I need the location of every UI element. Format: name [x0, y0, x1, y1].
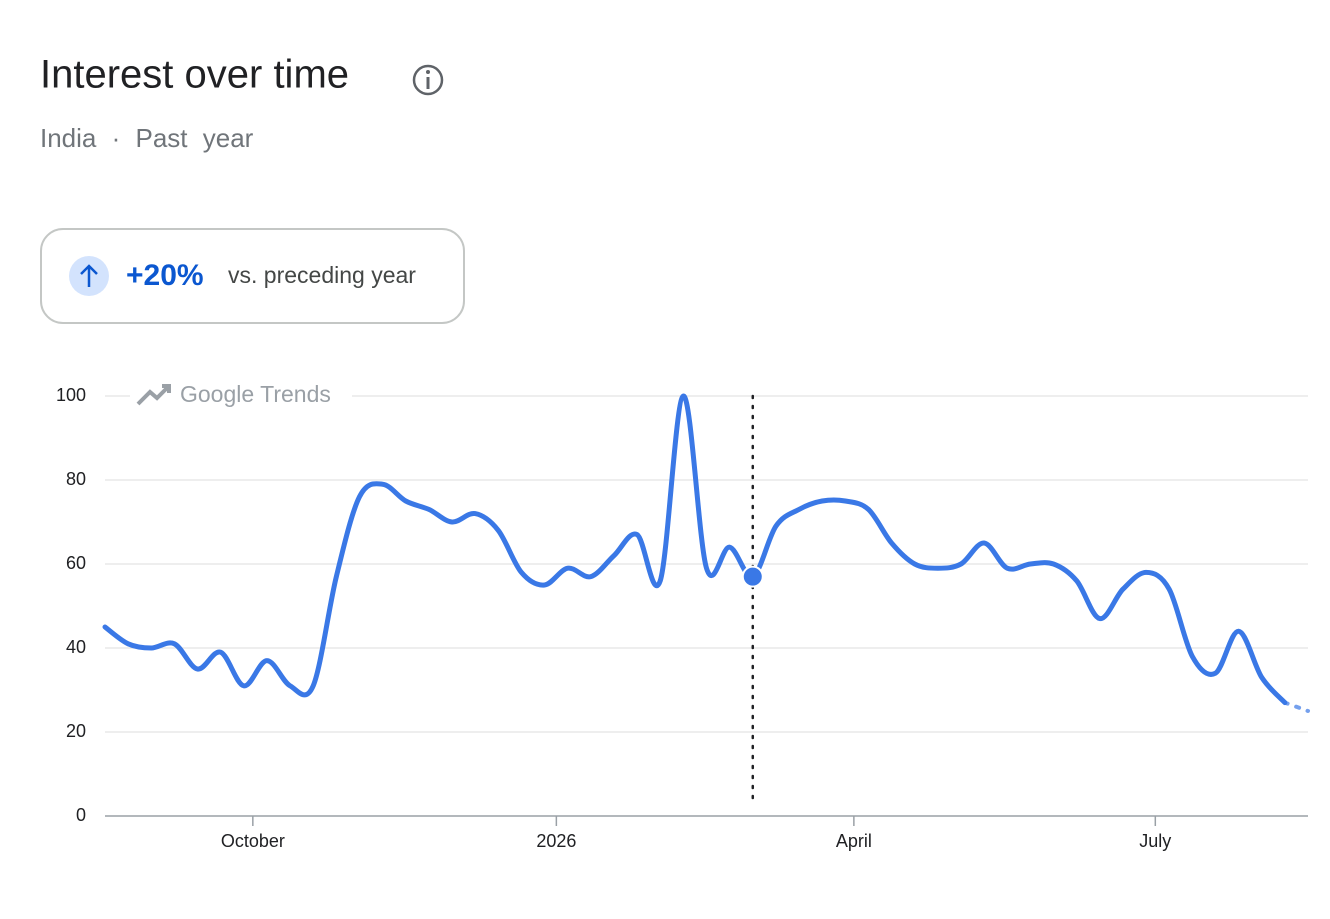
x-tick-label: 2026 [536, 831, 576, 851]
plot: 0 20 40 60 80 100 October 2026 April July [56, 385, 1310, 851]
change-value: +20% [126, 259, 204, 292]
change-text: vs. preceding year [228, 262, 416, 288]
watermark: Google Trends [180, 381, 331, 407]
partial-line [1282, 700, 1310, 713]
y-tick-label: 20 [66, 721, 86, 741]
info-icon[interactable] [412, 64, 444, 96]
chart-title: Interest over time [40, 53, 349, 97]
hover-point [741, 565, 764, 588]
y-tick-label: 80 [66, 469, 86, 489]
subtitle: India · Past year [40, 123, 254, 153]
y-tick-label: 100 [56, 385, 86, 405]
up-arrow [80, 264, 98, 287]
change-badge [40, 228, 465, 324]
y-tick-label: 60 [66, 553, 86, 573]
trend-line [102, 393, 1288, 706]
x-tick-label: October [221, 831, 285, 851]
x-tick-label: April [836, 831, 872, 851]
y-tick-label: 40 [66, 637, 86, 657]
x-tick-label: July [1139, 831, 1171, 851]
y-tick-label: 0 [76, 805, 86, 825]
trends-logo [136, 384, 171, 406]
